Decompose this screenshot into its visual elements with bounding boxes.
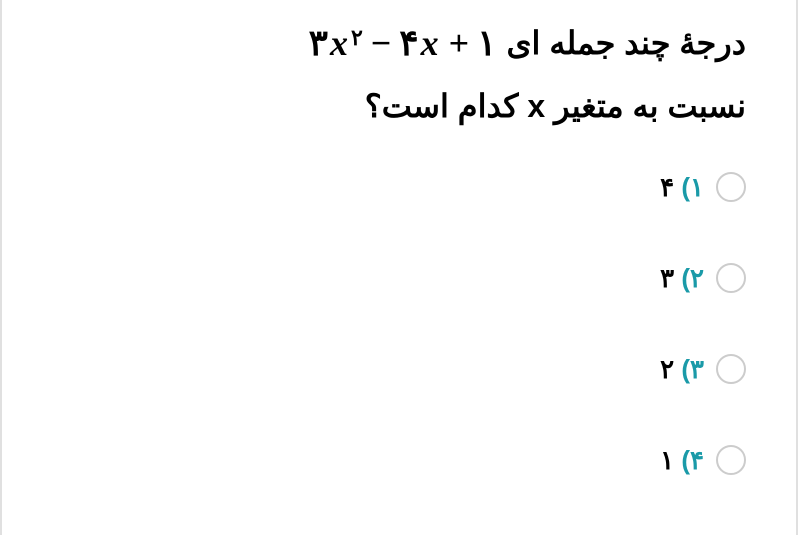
options-container: ۱) ۴ ۲) ۳ ۳) ۲ ۴) ۱: [2, 172, 796, 476]
option-value-1: ۴: [660, 172, 674, 202]
question-line2: نسبت به متغیر x کدام است؟: [52, 81, 746, 132]
question-prefix: درجۀ چند جمله ای: [506, 18, 746, 69]
option-number-2: ۲): [681, 263, 704, 293]
radio-button-2[interactable]: [716, 263, 746, 293]
question-line1: درجۀ چند جمله ای ۳x۲ − ۴x + ۱: [52, 15, 746, 73]
term2-var: x: [421, 15, 439, 73]
option-row-3: ۳) ۲: [2, 354, 746, 385]
option-value-4: ۱: [660, 445, 674, 475]
option-label-2: ۲) ۳: [660, 263, 704, 294]
term1-coef: ۳: [309, 15, 328, 73]
option-row-4: ۴) ۱: [2, 445, 746, 476]
op1: −: [371, 15, 392, 73]
option-number-4: ۴): [681, 445, 704, 475]
polynomial-expression: ۳x۲ − ۴x + ۱: [309, 15, 497, 73]
question-container: درجۀ چند جمله ای ۳x۲ − ۴x + ۱ نسبت به مت…: [2, 0, 796, 132]
option-label-1: ۱) ۴: [660, 172, 704, 203]
option-row-1: ۱) ۴: [2, 172, 746, 203]
radio-button-1[interactable]: [716, 172, 746, 202]
term2-coef: ۴: [399, 15, 418, 73]
term1-var: x: [330, 15, 348, 73]
option-value-3: ۲: [660, 354, 674, 384]
op2: +: [449, 15, 470, 73]
option-label-4: ۴) ۱: [660, 445, 704, 476]
question-text: درجۀ چند جمله ای ۳x۲ − ۴x + ۱ نسبت به مت…: [52, 15, 746, 132]
term3: ۱: [477, 15, 496, 73]
option-row-2: ۲) ۳: [2, 263, 746, 294]
option-value-2: ۳: [660, 263, 674, 293]
radio-button-3[interactable]: [716, 354, 746, 384]
radio-button-4[interactable]: [716, 445, 746, 475]
option-number-3: ۳): [681, 354, 704, 384]
option-number-1: ۱): [681, 172, 704, 202]
option-label-3: ۳) ۲: [660, 354, 704, 385]
term1-exp: ۲: [351, 20, 363, 55]
